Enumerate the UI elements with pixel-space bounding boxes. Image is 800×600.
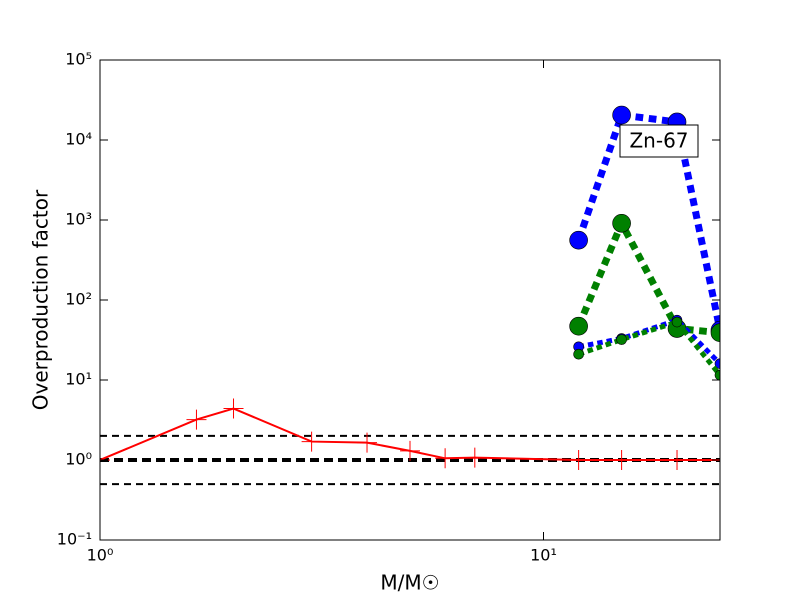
y-tick-label: 10⁻¹ [57, 530, 92, 549]
x-axis-label: M/M☉ [380, 571, 439, 595]
marker [568, 450, 589, 470]
marker [400, 440, 420, 461]
annotation: Zn-67 [629, 129, 688, 153]
marker [667, 450, 688, 470]
marker [464, 447, 485, 468]
x-tick-label: 10⁰ [87, 546, 114, 565]
marker [573, 348, 584, 360]
y-tick-label: 10⁴ [65, 130, 92, 149]
series-line [578, 317, 720, 366]
marker [611, 450, 632, 470]
marker [569, 230, 588, 250]
marker [357, 432, 378, 453]
marker [714, 358, 720, 369]
series-line [575, 111, 720, 331]
y-tick-label: 10⁰ [65, 450, 92, 469]
marker [612, 213, 631, 233]
marker [223, 398, 244, 419]
marker [186, 409, 207, 430]
x-tick-label: 10¹ [530, 546, 557, 565]
series-line [575, 215, 720, 337]
annotation-group: Zn-67 [619, 124, 699, 158]
series-line [577, 319, 720, 377]
y-tick-label: 10³ [65, 210, 92, 229]
marker [710, 323, 720, 343]
y-axis-label: Overproduction factor [29, 189, 53, 410]
marker [569, 316, 588, 336]
annotation-box [619, 124, 699, 158]
marker [714, 369, 720, 381]
marker [301, 431, 322, 452]
marker [612, 105, 631, 125]
marker [435, 448, 456, 469]
marker [671, 316, 683, 328]
y-tick-label: 10² [65, 290, 92, 309]
y-tick-label: 10¹ [65, 370, 92, 389]
y-tick-label: 10⁵ [65, 50, 92, 69]
marker [616, 334, 627, 345]
